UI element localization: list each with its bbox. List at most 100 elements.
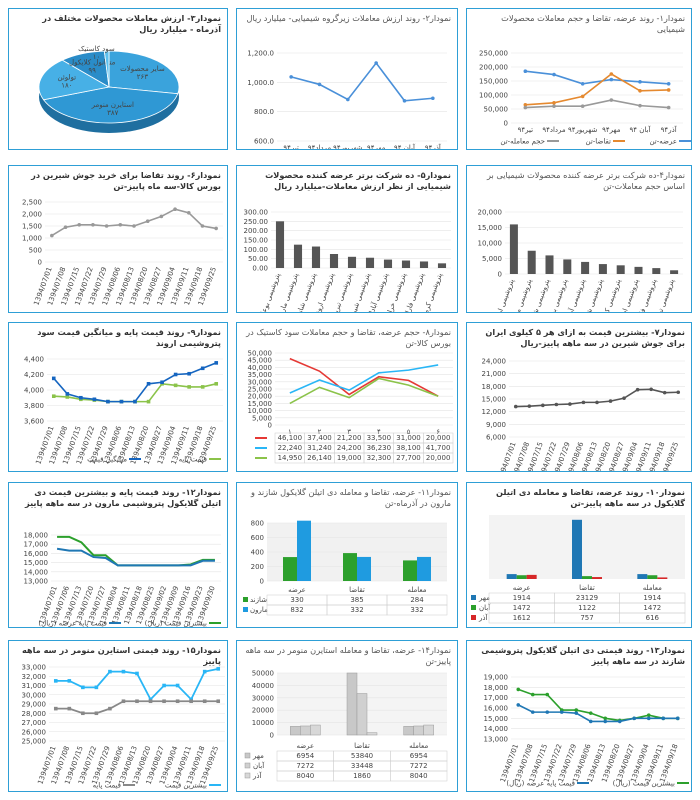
chart-14-svg: 0 10000 20000 30000 40000 50000 عرضه تقاضا معامل…: [244, 670, 448, 782]
y-tick-label: 17,000: [24, 541, 49, 549]
data-point: [530, 692, 535, 697]
legend-swatch: [471, 615, 476, 620]
legend-swatch: [471, 595, 476, 600]
series-line: [51, 208, 217, 237]
data-point: [581, 400, 586, 405]
data-point: [104, 224, 109, 228]
data-point: [108, 706, 112, 711]
chart-title: نمودار۷- بیشترین قیمت به ازای هر ۵ کیلوی…: [485, 327, 685, 348]
y-tick-label: 0.00: [252, 265, 268, 273]
y-tick-label: 12,000: [482, 408, 507, 416]
table-value: 31,000: [396, 434, 421, 442]
y-tick-label: 25,000: [22, 738, 47, 746]
bar: [437, 263, 447, 268]
chart-title: نمودار۱۰- روند عرضه، تقاضا و معامله دی ا…: [496, 487, 685, 508]
data-point: [132, 224, 136, 228]
data-point: [162, 699, 166, 704]
bar: [506, 574, 517, 579]
data-point: [148, 697, 153, 702]
chart-title: نمودار۱- روند عرضه، تقاضا و حجم معاملات …: [501, 13, 685, 34]
legend-label: مارون: [250, 606, 268, 614]
y-tick-label: 800: [251, 520, 264, 528]
y-tick-label: 500: [29, 247, 42, 255]
data-point: [552, 104, 556, 108]
y-tick-label: 9,000: [486, 421, 506, 429]
y-tick-label: 1,000: [22, 235, 42, 243]
data-point: [552, 101, 556, 105]
slice-label: سایر محصولات: [120, 65, 165, 73]
slice-label: متوانول کلایکول: [69, 58, 116, 66]
x-tick-label: ۴: [377, 428, 381, 436]
x-tick-label: عرضه: [513, 584, 531, 592]
bar: [357, 556, 371, 581]
table-value: 8040: [296, 772, 314, 780]
series-line: [289, 357, 439, 397]
data-point: [79, 395, 83, 400]
bar: [403, 560, 417, 581]
y-tick-label: 40,000: [248, 364, 273, 372]
table-value: 8040: [410, 772, 428, 780]
bar: [383, 259, 393, 268]
y-tick-label: 600: [251, 534, 264, 542]
x-tick-label: پتروشیمی بوعلی: [258, 272, 282, 313]
data-point: [588, 719, 593, 724]
bar: [572, 519, 582, 579]
series-line: [53, 362, 217, 403]
y-tick-label: 1,500: [22, 223, 42, 231]
data-point: [81, 711, 85, 716]
y-tick-label: 28,000: [22, 710, 47, 718]
y-tick-label: 50,000: [248, 350, 273, 358]
data-point: [160, 380, 164, 385]
y-tick-label: 250,000: [479, 50, 508, 58]
data-point: [50, 233, 54, 238]
bar: [647, 575, 658, 579]
table-value: 31,240: [307, 444, 332, 452]
bar: [526, 574, 537, 579]
table-value: 6954: [410, 752, 428, 760]
legend-label: حجم معامله-تن: [500, 138, 545, 146]
chart-panel-6: نمودار۶- روند تقاضا برای خرید جوش شیرین …: [8, 165, 228, 313]
bar: [419, 261, 429, 268]
y-tick-label: 18,000: [484, 684, 509, 692]
legend-label: آذر: [252, 771, 262, 780]
table-value: 6954: [296, 752, 314, 760]
y-tick-label: 4,000: [24, 387, 44, 395]
y-tick-label: 250.00: [244, 218, 269, 226]
y-tick-label: 800.0: [254, 108, 274, 116]
data-point: [662, 390, 667, 395]
legend-label: بیشترین قیمت (ریال): [613, 780, 675, 788]
data-point: [635, 387, 640, 392]
data-point: [159, 214, 164, 219]
series-line: [290, 61, 433, 102]
y-tick-label: 31,000: [22, 682, 47, 690]
data-point: [646, 716, 651, 721]
data-point: [186, 211, 191, 215]
bar: [652, 268, 661, 274]
y-tick-label: 5,000: [482, 255, 502, 263]
table-value: 41,700: [426, 444, 451, 452]
table-value: 19,000: [337, 454, 362, 462]
series-line: [517, 704, 678, 723]
data-point: [94, 711, 99, 716]
legend-label: آذر: [478, 613, 488, 622]
slice-label: استایرن منومر: [91, 101, 134, 109]
table-value: 1914: [513, 594, 531, 602]
chart-10-svg: عرضه تقاضا معامله مهر 1914 23129 1914 آبان 1472 1…: [471, 515, 686, 624]
bar: [283, 557, 297, 581]
bar: [598, 264, 607, 274]
data-point: [175, 699, 180, 704]
x-tick-label: آذر۹۴: [425, 143, 442, 150]
data-point: [67, 679, 72, 683]
y-tick-label: 15,000: [482, 396, 507, 404]
y-tick-label: 300.00: [244, 209, 269, 217]
y-tick-label: 0: [38, 259, 42, 267]
data-point: [580, 104, 585, 108]
data-point: [121, 699, 126, 704]
y-tick-label: 0: [268, 422, 272, 430]
x-tick-label: شهریور۹۴: [568, 126, 598, 134]
x-tick-label: معامله: [643, 584, 662, 592]
bar: [527, 250, 536, 274]
table-value: 1860: [353, 772, 371, 780]
table-value: 38,100: [396, 444, 421, 452]
chart-12-svg: 13,00014,00015,00016,00017,00018,0001394…: [24, 532, 221, 627]
